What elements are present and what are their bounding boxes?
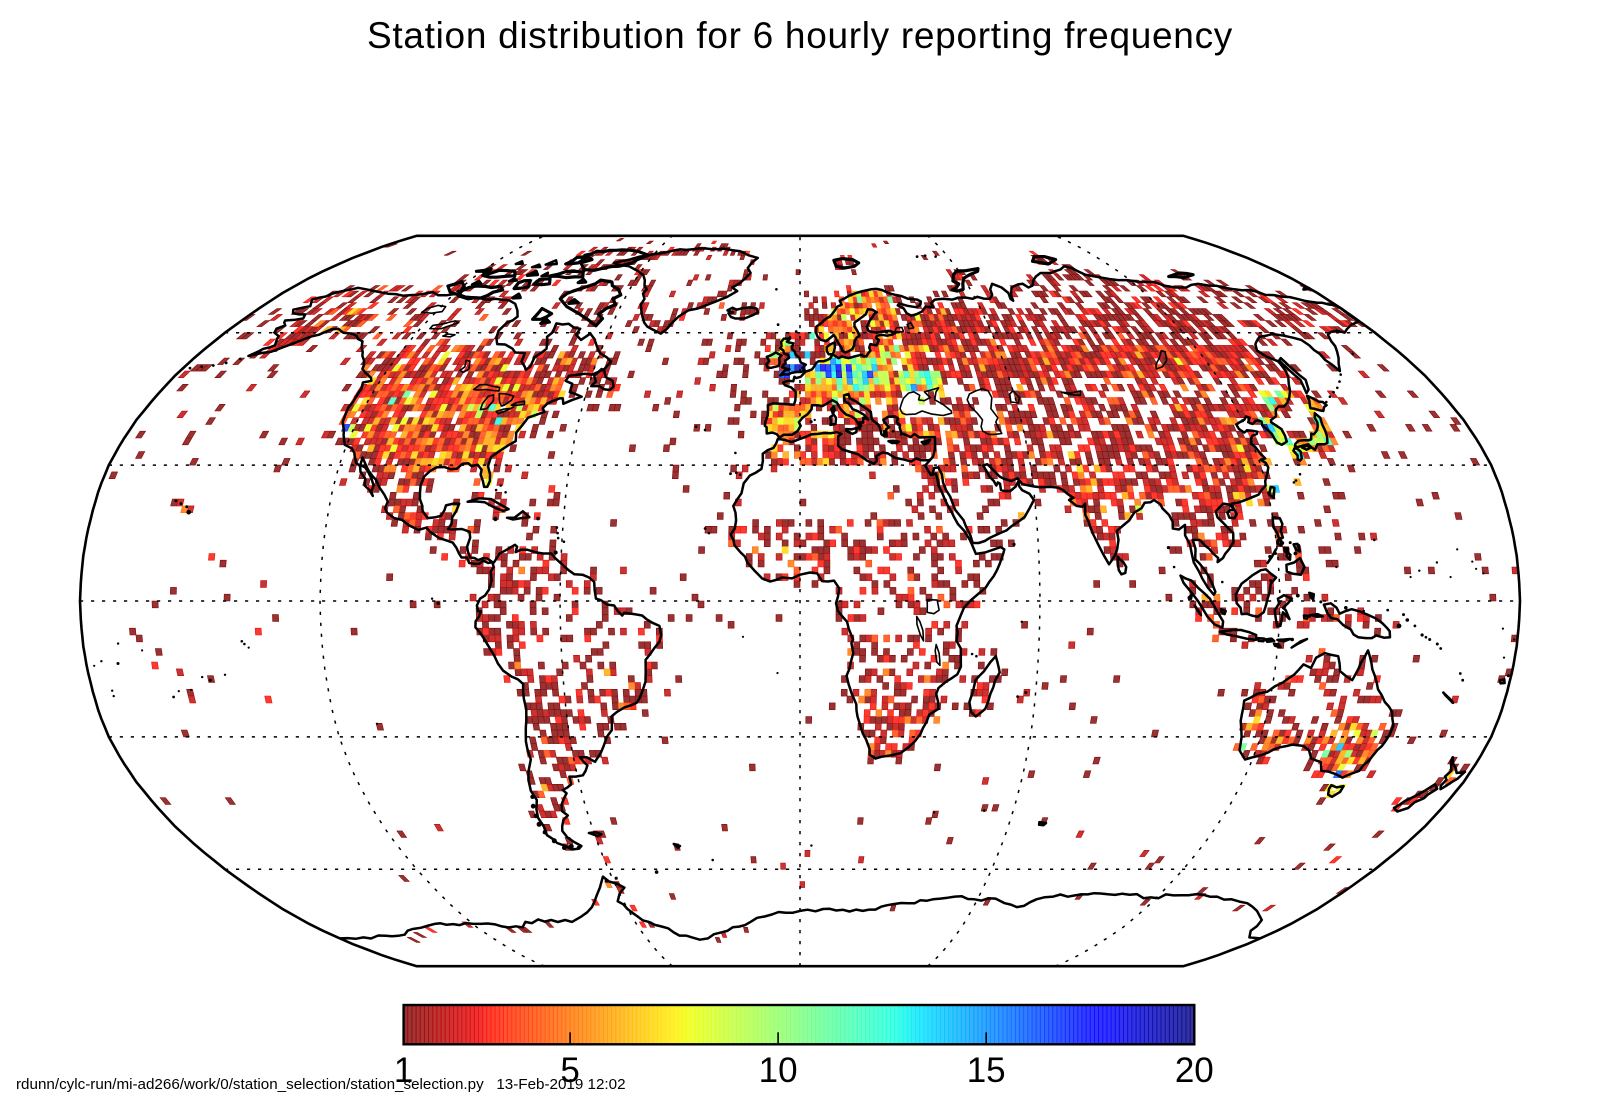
svg-text:1: 1 xyxy=(394,1051,413,1090)
svg-text:20: 20 xyxy=(1175,1051,1214,1090)
svg-text:10: 10 xyxy=(759,1051,798,1090)
svg-text:5: 5 xyxy=(560,1051,579,1090)
svg-text:15: 15 xyxy=(967,1051,1006,1090)
svg-text:rdunn/cylc-run/mi-ad266/work/0: rdunn/cylc-run/mi-ad266/work/0/station_s… xyxy=(16,1076,626,1093)
svg-text:Station distribution for 6 hou: Station distribution for 6 hourly report… xyxy=(367,15,1233,56)
